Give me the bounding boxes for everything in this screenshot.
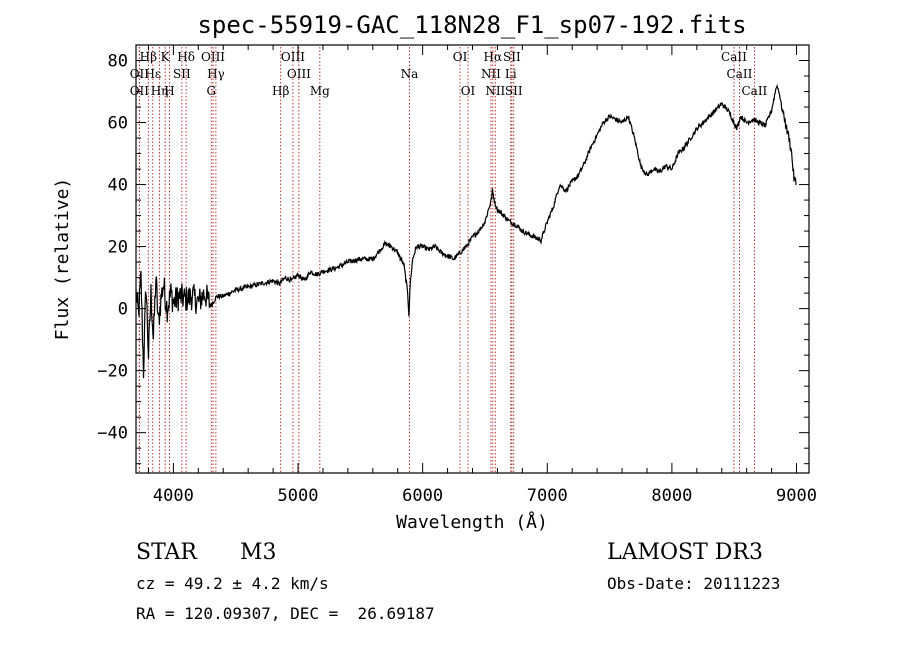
line-label: Na [401, 67, 419, 81]
line-label: OII [130, 84, 150, 98]
line-label: Mg [310, 84, 330, 98]
x-tick-label: 6000 [402, 486, 443, 506]
line-label: Hη [151, 84, 169, 98]
line-label: SII [173, 67, 191, 81]
line-label: K [161, 50, 171, 64]
line-label: OIII [281, 50, 305, 64]
line-label: Hγ [207, 67, 225, 81]
line-label: CaII [721, 50, 747, 64]
line-label: OIII [201, 50, 225, 64]
line-label: OI [453, 50, 468, 64]
line-label: NII [485, 84, 505, 98]
x-tick-label: 4000 [153, 486, 194, 506]
y-tick-label: 60 [108, 114, 128, 134]
chart-title: spec-55919-GAC_118N28_F1_sp07-192.fits [197, 11, 746, 39]
y-tick-label: 20 [108, 238, 128, 258]
y-axis-ticks: −40 −20 0 20 40 60 80 [97, 52, 809, 465]
line-label: OI [461, 84, 476, 98]
plot-frame [135, 44, 810, 474]
object-subclass: M3 [240, 540, 277, 565]
spectrum-line [135, 83, 797, 379]
line-label: OII [130, 67, 150, 81]
line-label: CaII [727, 67, 753, 81]
observation-date: Obs-Date: 20111223 [607, 574, 781, 593]
line-label: G [206, 84, 216, 98]
object-type: STAR [136, 540, 197, 565]
line-label: Hδ [177, 50, 195, 64]
x-tick-label: 7000 [527, 486, 568, 506]
y-axis-label: Flux (relative) [52, 178, 73, 341]
spectral-line-markers [138, 47, 755, 472]
y-tick-label: 0 [118, 300, 128, 320]
line-label: SII [505, 84, 523, 98]
line-label: Hβ [140, 50, 157, 64]
x-axis-ticks: 4000 5000 6000 7000 8000 9000 [147, 45, 817, 506]
x-axis-label: Wavelength (Å) [396, 511, 548, 533]
x-tick-label: 9000 [776, 486, 817, 506]
line-label: H [164, 84, 174, 98]
y-tick-label: 40 [108, 176, 128, 196]
line-label: Hβ [272, 84, 289, 98]
line-label: SII [503, 50, 521, 64]
ra-dec-coordinates: RA = 120.09307, DEC = 26.69187 [136, 604, 435, 623]
line-label: OIII [287, 67, 311, 81]
y-tick-label: −40 [97, 424, 128, 444]
line-label: CaII [741, 84, 767, 98]
line-label: Hε [144, 67, 161, 81]
redshift-velocity: cz = 49.2 ± 4.2 km/s [136, 574, 329, 593]
y-tick-label: −20 [97, 362, 128, 382]
line-label: NII [481, 67, 501, 81]
y-tick-label: 80 [108, 52, 128, 72]
line-label: Li [505, 67, 517, 81]
x-tick-label: 8000 [651, 486, 692, 506]
survey-name: LAMOST DR3 [607, 540, 763, 565]
line-label: Hα [484, 50, 503, 64]
x-tick-label: 5000 [278, 486, 319, 506]
